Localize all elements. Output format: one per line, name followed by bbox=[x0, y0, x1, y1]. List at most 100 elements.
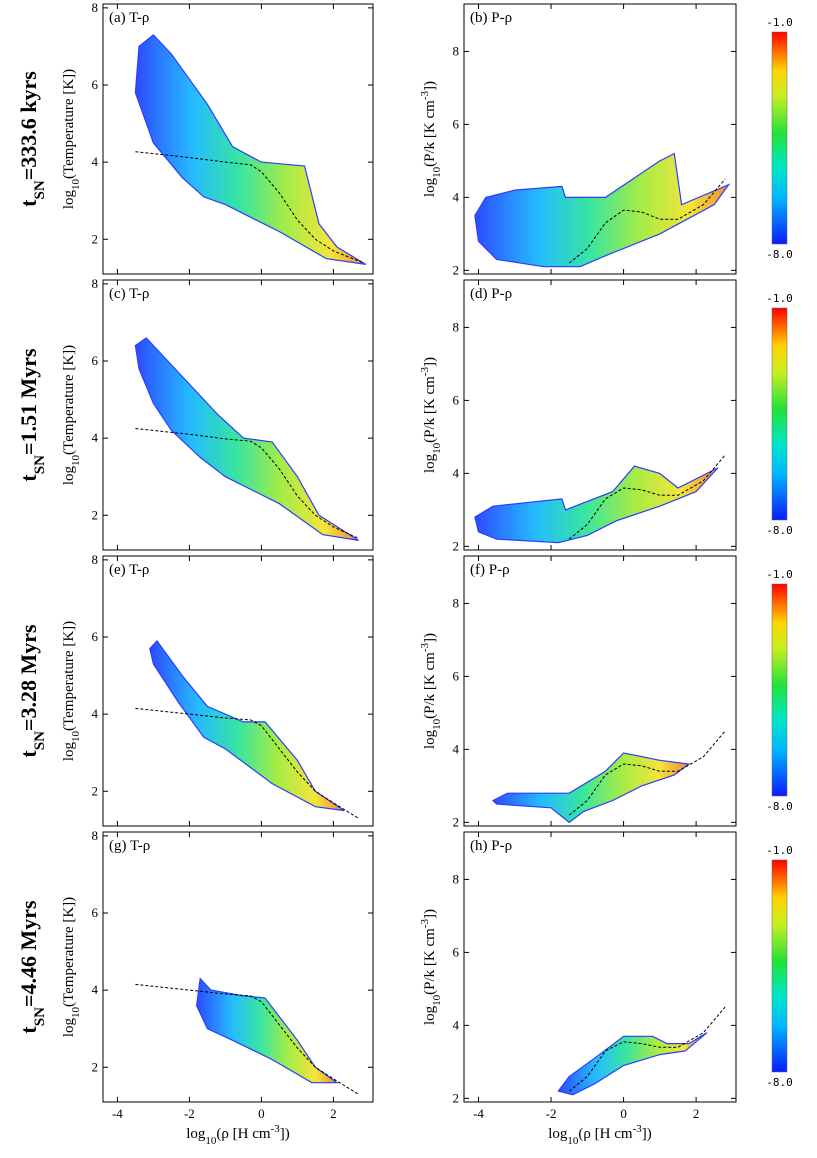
y-tick-label: 6 bbox=[92, 77, 99, 92]
y-axis-label: log10(Temperature [K]) bbox=[61, 621, 82, 761]
panel-title: (f) P-ρ bbox=[470, 562, 510, 578]
x-tick-label: 0 bbox=[258, 1106, 265, 1121]
x-tick-label: -4 bbox=[473, 1106, 484, 1121]
row-4: tSN=4.46 Myrs 2 4 6 8 -4 -2 0 2 (g) T-ρ log10(Temp… bbox=[16, 828, 793, 1147]
panel-frame bbox=[102, 555, 374, 827]
pressure-density-panel: 2 4 6 8 (b) P-ρ log10(P/k [K cm-3]) bbox=[419, 3, 737, 277]
y-tick-label: 6 bbox=[453, 392, 460, 407]
y-tick-label: 2 bbox=[92, 1059, 99, 1074]
colorbar-min-label: -8.0 bbox=[766, 524, 793, 537]
equilibrium-curve bbox=[135, 428, 359, 539]
y-tick-label: 6 bbox=[453, 944, 460, 959]
y-tick-label: 4 bbox=[92, 982, 99, 997]
y-tick-label: 6 bbox=[453, 668, 460, 683]
colorbar-min-label: -8.0 bbox=[766, 800, 793, 813]
y-tick-label: 2 bbox=[92, 231, 99, 246]
x-tick-label: 0 bbox=[620, 1106, 627, 1121]
x-tick-label: 2 bbox=[693, 1106, 700, 1121]
equilibrium-curve bbox=[135, 151, 363, 263]
y-tick-label: 4 bbox=[92, 154, 99, 169]
equilibrium-curve bbox=[135, 707, 359, 819]
colorbar: -1.0 -8.0 bbox=[766, 16, 793, 261]
y-tick-label: 6 bbox=[92, 629, 99, 644]
phase-distribution-region bbox=[134, 34, 367, 265]
row-1: tSN=333.6 kyrs 2 4 6 8 (a) T-ρ log10(Temperatu… bbox=[16, 0, 793, 277]
temperature-density-panel: 2 4 6 8 (a) T-ρ log10(Temperature [K]) bbox=[61, 0, 374, 275]
phase-distribution-region bbox=[134, 337, 359, 541]
y-axis-label: log10(P/k [K cm-3]) bbox=[419, 633, 443, 749]
y-tick-label: 2 bbox=[92, 507, 99, 522]
y-tick-label: 2 bbox=[92, 783, 99, 798]
y-tick-label: 8 bbox=[92, 276, 99, 291]
colorbar: -1.0 -8.0 bbox=[766, 292, 793, 537]
y-axis-label: log10(P/k [K cm-3]) bbox=[419, 357, 443, 473]
pressure-density-panel: 2 4 6 8 -4 -2 0 2 (h) P-ρ log10(P/k [K cm-3]) log1… bbox=[419, 831, 737, 1147]
panel-title: (a) T-ρ bbox=[109, 10, 149, 26]
y-tick-label: 4 bbox=[453, 1017, 460, 1032]
panel-frame bbox=[102, 831, 374, 1103]
row-2: tSN=1.51 Myrs 2 4 6 8 (c) T-ρ log10(Temperatur… bbox=[16, 276, 793, 553]
colorbar-max-label: -1.0 bbox=[766, 16, 793, 29]
x-tick-label: -4 bbox=[112, 1106, 123, 1121]
panel-title: (h) P-ρ bbox=[470, 838, 512, 854]
y-tick-label: 4 bbox=[92, 430, 99, 445]
y-tick-label: 4 bbox=[453, 465, 460, 480]
colorbar: -1.0 -8.0 bbox=[766, 568, 793, 813]
panel-title: (d) P-ρ bbox=[470, 286, 512, 302]
y-tick-label: 8 bbox=[92, 828, 99, 843]
colorbar-max-label: -1.0 bbox=[766, 568, 793, 581]
colorbar-min-label: -8.0 bbox=[766, 248, 793, 261]
y-tick-label: 4 bbox=[453, 189, 460, 204]
equilibrium-curve bbox=[568, 730, 726, 816]
y-tick-label: 8 bbox=[453, 871, 460, 886]
y-tick-label: 4 bbox=[92, 706, 99, 721]
y-tick-label: 2 bbox=[453, 262, 460, 277]
phase-distribution-region bbox=[474, 465, 719, 544]
y-tick-label: 4 bbox=[453, 741, 460, 756]
colorbar-max-label: -1.0 bbox=[766, 844, 793, 857]
x-tick-label: -2 bbox=[184, 1106, 195, 1121]
equilibrium-curve bbox=[568, 178, 726, 264]
y-axis-label: log10(Temperature [K]) bbox=[61, 69, 82, 209]
panel-title: (e) T-ρ bbox=[109, 562, 149, 578]
phase-distribution-region bbox=[195, 977, 339, 1084]
y-tick-label: 8 bbox=[453, 43, 460, 58]
row-time-label: tSN=333.6 kyrs bbox=[16, 71, 48, 207]
y-tick-label: 2 bbox=[453, 814, 460, 829]
temperature-density-panel: 2 4 6 8 -4 -2 0 2 (g) T-ρ log10(Temperature [K]) l… bbox=[61, 828, 374, 1147]
phase-distribution-region bbox=[474, 152, 731, 268]
y-tick-label: 2 bbox=[453, 1090, 460, 1105]
colorbar-gradient bbox=[771, 859, 788, 1073]
row-time-label: tSN=3.28 Myrs bbox=[16, 624, 48, 758]
pressure-density-panel: 2 4 6 8 (d) P-ρ log10(P/k [K cm-3]) bbox=[419, 279, 737, 553]
colorbar-gradient bbox=[771, 31, 788, 245]
y-tick-label: 8 bbox=[453, 319, 460, 334]
x-axis-label: log10(ρ [H cm-3]) bbox=[186, 1123, 289, 1147]
y-tick-label: 2 bbox=[453, 538, 460, 553]
row-time-label: tSN=1.51 Myrs bbox=[16, 348, 48, 482]
phase-distribution-region bbox=[557, 1032, 708, 1096]
pressure-density-panel: 2 4 6 8 (f) P-ρ log10(P/k [K cm-3]) bbox=[419, 555, 737, 829]
equilibrium-curve bbox=[135, 983, 359, 1095]
x-axis-label: log10(ρ [H cm-3]) bbox=[548, 1123, 651, 1147]
x-tick-label: -2 bbox=[546, 1106, 557, 1121]
colorbar-gradient bbox=[771, 583, 788, 797]
panel-title: (b) P-ρ bbox=[470, 10, 512, 26]
y-tick-label: 6 bbox=[453, 116, 460, 131]
y-tick-label: 6 bbox=[92, 353, 99, 368]
temperature-density-panel: 2 4 6 8 (e) T-ρ log10(Temperature [K]) bbox=[61, 552, 374, 827]
y-tick-label: 8 bbox=[453, 595, 460, 610]
temperature-density-panel: 2 4 6 8 (c) T-ρ log10(Temperature [K]) bbox=[61, 276, 374, 551]
panel-title: (g) T-ρ bbox=[109, 838, 150, 854]
colorbar-max-label: -1.0 bbox=[766, 292, 793, 305]
y-tick-label: 8 bbox=[92, 552, 99, 567]
y-tick-label: 6 bbox=[92, 905, 99, 920]
equilibrium-curve bbox=[568, 454, 726, 540]
colorbar-min-label: -8.0 bbox=[766, 1076, 793, 1089]
y-tick-label: 8 bbox=[92, 0, 99, 15]
y-axis-label: log10(Temperature [K]) bbox=[61, 345, 82, 485]
row-time-label: tSN=4.46 Myrs bbox=[16, 900, 48, 1034]
panel-title: (c) T-ρ bbox=[109, 286, 149, 302]
x-tick-label: 2 bbox=[330, 1106, 337, 1121]
